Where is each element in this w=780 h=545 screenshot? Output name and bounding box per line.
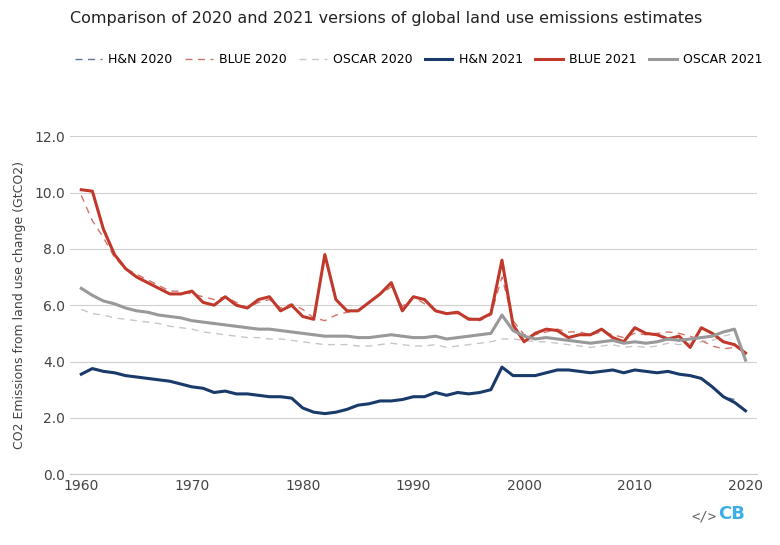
Legend: H&N 2020, BLUE 2020, OSCAR 2020, H&N 2021, BLUE 2021, OSCAR 2021: H&N 2020, BLUE 2020, OSCAR 2020, H&N 202… bbox=[69, 48, 768, 71]
Text: CB: CB bbox=[718, 505, 745, 523]
Y-axis label: CO2 Emissions from land use change (GtCO2): CO2 Emissions from land use change (GtCO… bbox=[13, 161, 27, 449]
Text: Comparison of 2020 and 2021 versions of global land use emissions estimates: Comparison of 2020 and 2021 versions of … bbox=[70, 11, 703, 26]
Text: </>: </> bbox=[691, 509, 716, 523]
